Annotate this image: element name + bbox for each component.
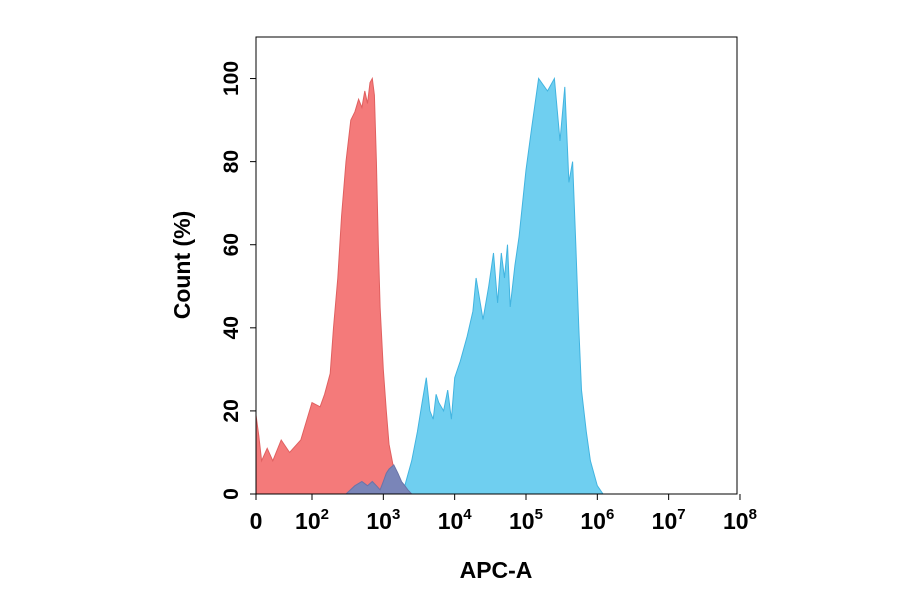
- x-tick-label: 107: [652, 506, 686, 534]
- x-tick-label: 103: [366, 506, 400, 534]
- plot-marks: [255, 76, 604, 495]
- y-tick-label: 100: [220, 61, 243, 96]
- x-tick-label: 105: [509, 506, 543, 534]
- series-area-1: [255, 76, 406, 495]
- y-tick-label: 40: [220, 316, 243, 339]
- series-area-2: [394, 76, 604, 495]
- x-axis: 0 102 103 104 105 106 107 108: [250, 494, 757, 534]
- x-tick-label: 104: [438, 506, 473, 534]
- y-tick-label: 20: [220, 399, 243, 422]
- x-tick-label: 106: [580, 506, 614, 534]
- plot-frame: [255, 36, 738, 495]
- y-axis-title: Count (%): [169, 211, 195, 320]
- x-tick-label: 102: [295, 506, 329, 534]
- x-tick-label: 108: [723, 506, 757, 534]
- series-area-3: [344, 464, 413, 495]
- y-axis: 0 20 40 60 80 100: [220, 61, 256, 500]
- y-tick-label: 0: [220, 488, 243, 500]
- y-tick-label: 60: [220, 233, 243, 256]
- x-axis-title: APC-A: [460, 557, 533, 583]
- x-tick-label: 0: [250, 508, 263, 534]
- y-tick-label: 80: [220, 150, 243, 173]
